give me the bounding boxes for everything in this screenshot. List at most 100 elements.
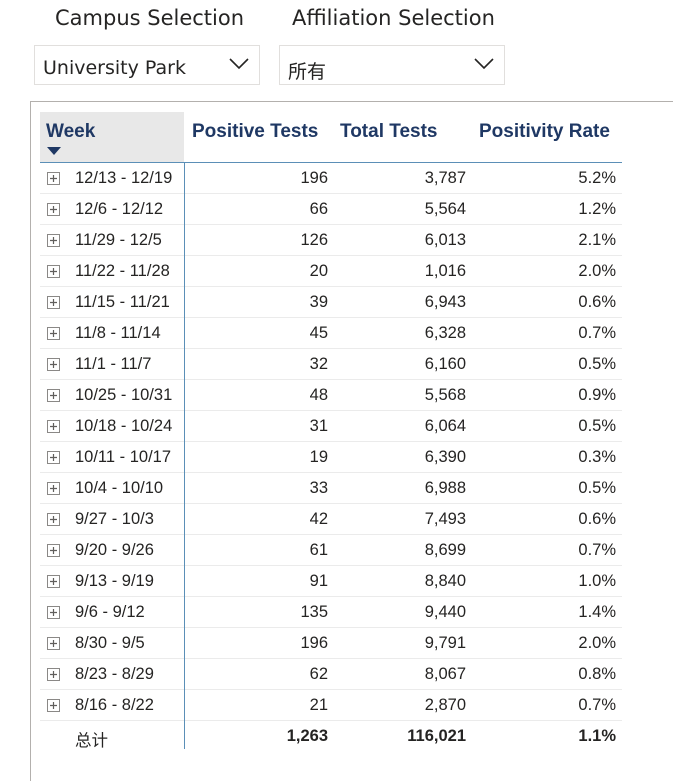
table-row: 8/30 - 9/5 196 9,791 2.0%	[40, 628, 622, 659]
table-row: 11/22 - 11/28 20 1,016 2.0%	[40, 256, 622, 287]
total-label: 总计	[75, 732, 108, 750]
week-label: 9/20 - 9/26	[75, 541, 154, 559]
positivity-rate-cell: 1.2%	[578, 200, 616, 218]
week-label: 11/15 - 11/21	[75, 293, 170, 311]
positive-tests-cell: 32	[309, 355, 328, 373]
table-row: 12/13 - 12/19 196 3,787 5.2%	[40, 163, 622, 194]
positive-tests-cell: 33	[309, 479, 328, 497]
week-label: 8/16 - 8/22	[75, 696, 154, 714]
chevron-down-icon	[229, 58, 249, 70]
campus-dropdown[interactable]: University Park	[34, 45, 260, 85]
week-label: 10/4 - 10/10	[75, 479, 164, 497]
positive-tests-cell: 45	[309, 324, 328, 342]
expand-plus-icon[interactable]	[47, 265, 60, 278]
table-row: 11/15 - 11/21 39 6,943 0.6%	[40, 287, 622, 318]
positivity-rate-cell: 0.5%	[578, 355, 616, 373]
expand-plus-icon[interactable]	[47, 606, 60, 619]
positive-tests-cell: 20	[309, 262, 328, 280]
table-row: 12/6 - 12/12 66 5,564 1.2%	[40, 194, 622, 225]
table-row: 8/16 - 8/22 21 2,870 0.7%	[40, 690, 622, 721]
column-header-positive-tests[interactable]: Positive Tests	[184, 112, 332, 162]
column-header-week[interactable]: Week	[40, 112, 184, 162]
affiliation-dropdown-value: 所有	[288, 61, 327, 83]
total-tests-cell: 3,787	[424, 169, 466, 187]
expand-plus-icon[interactable]	[47, 389, 60, 402]
positive-tests-cell: 126	[300, 231, 328, 249]
column-header-positivity-rate[interactable]: Positivity Rate	[470, 112, 622, 162]
table-row: 10/25 - 10/31 48 5,568 0.9%	[40, 380, 622, 411]
positive-tests-cell: 48	[309, 386, 328, 404]
expand-plus-icon[interactable]	[47, 358, 60, 371]
table-row: 9/13 - 9/19 91 8,840 1.0%	[40, 566, 622, 597]
positivity-rate-cell: 1.0%	[578, 572, 616, 590]
total-tests-cell: 6,064	[424, 417, 466, 435]
positivity-rate-cell: 2.0%	[578, 262, 616, 280]
week-label: 10/18 - 10/24	[75, 417, 173, 435]
total-tests-cell: 7,493	[424, 510, 466, 528]
expand-plus-icon[interactable]	[47, 172, 60, 185]
total-tests-cell: 9,791	[424, 634, 466, 652]
expand-plus-icon[interactable]	[47, 513, 60, 526]
total-tests-cell: 8,067	[424, 665, 466, 683]
expand-plus-icon[interactable]	[47, 699, 60, 712]
positivity-rate-cell: 0.9%	[578, 386, 616, 404]
expand-plus-icon[interactable]	[47, 482, 60, 495]
week-label: 9/13 - 9/19	[75, 572, 154, 590]
table-row: 10/11 - 10/17 19 6,390 0.3%	[40, 442, 622, 473]
total-tests-cell: 5,568	[424, 386, 466, 404]
positive-tests-cell: 196	[300, 634, 328, 652]
expand-plus-icon[interactable]	[47, 668, 60, 681]
week-label: 9/6 - 9/12	[75, 603, 145, 621]
positivity-rate-cell: 0.7%	[578, 541, 616, 559]
expand-plus-icon[interactable]	[47, 420, 60, 433]
expand-plus-icon[interactable]	[47, 203, 60, 216]
total-tests-cell: 8,840	[424, 572, 466, 590]
total-tests-cell: 2,870	[424, 696, 466, 714]
positivity-rate-cell: 0.5%	[578, 479, 616, 497]
positive-tests-cell: 19	[309, 448, 328, 466]
column-header-label: Week	[46, 121, 96, 142]
total-tests-cell: 6,328	[424, 324, 466, 342]
positive-tests-cell: 62	[309, 665, 328, 683]
positive-tests-cell: 42	[309, 510, 328, 528]
row-header-divider	[184, 162, 185, 749]
total-tests-cell: 6,988	[424, 479, 466, 497]
positive-tests-cell: 91	[309, 572, 328, 590]
positive-tests-cell: 61	[309, 541, 328, 559]
positive-tests-cell: 31	[309, 417, 328, 435]
table-row: 11/29 - 12/5 126 6,013 2.1%	[40, 225, 622, 256]
matrix-table: Week Positive Tests Total Tests Positivi…	[40, 112, 622, 752]
expand-plus-icon[interactable]	[47, 327, 60, 340]
week-label: 11/8 - 11/14	[75, 324, 161, 342]
total-tests-cell: 8,699	[424, 541, 466, 559]
table-row: 11/8 - 11/14 45 6,328 0.7%	[40, 318, 622, 349]
positive-tests-cell: 135	[300, 603, 328, 621]
positivity-rate-cell: 0.6%	[578, 510, 616, 528]
total-positivity-rate: 1.1%	[578, 727, 616, 745]
total-total-tests: 116,021	[407, 727, 466, 745]
expand-plus-icon[interactable]	[47, 575, 60, 588]
table-row: 9/6 - 9/12 135 9,440 1.4%	[40, 597, 622, 628]
expand-plus-icon[interactable]	[47, 234, 60, 247]
week-label: 11/29 - 12/5	[75, 231, 162, 249]
week-label: 8/30 - 9/5	[75, 634, 145, 652]
table-row: 8/23 - 8/29 62 8,067 0.8%	[40, 659, 622, 690]
column-header-total-tests[interactable]: Total Tests	[332, 112, 470, 162]
expand-plus-icon[interactable]	[47, 451, 60, 464]
positive-tests-cell: 66	[309, 200, 328, 218]
total-tests-cell: 1,016	[424, 262, 466, 280]
campus-selection-title: Campus Selection	[55, 6, 245, 30]
affiliation-dropdown[interactable]: 所有	[279, 45, 505, 85]
affiliation-selection-title: Affiliation Selection	[292, 6, 495, 30]
expand-plus-icon[interactable]	[47, 544, 60, 557]
expand-plus-icon[interactable]	[47, 296, 60, 309]
week-label: 11/1 - 11/7	[75, 355, 152, 373]
positivity-rate-cell: 0.6%	[578, 293, 616, 311]
table-row: 10/4 - 10/10 33 6,988 0.5%	[40, 473, 622, 504]
total-row: 总计 1,263 116,021 1.1%	[40, 721, 622, 752]
positivity-rate-cell: 1.4%	[578, 603, 616, 621]
positivity-rate-cell: 2.0%	[578, 634, 616, 652]
week-label: 9/27 - 10/3	[75, 510, 154, 528]
expand-plus-icon[interactable]	[47, 637, 60, 650]
total-positive-tests: 1,263	[286, 727, 328, 745]
